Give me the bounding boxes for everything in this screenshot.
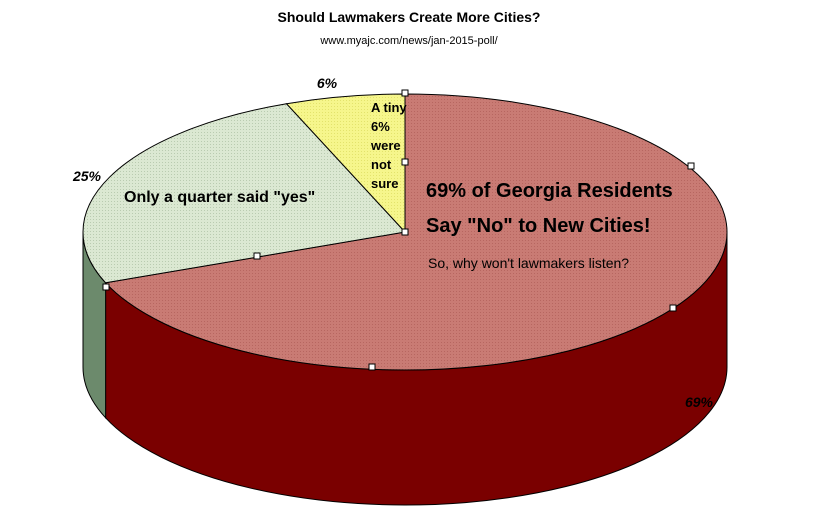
yes-note: Only a quarter said "yes" [124, 189, 315, 206]
unsure-line-2: 6% [371, 119, 390, 134]
unsure-line-5: sure [371, 176, 398, 191]
unsure-line-1: A tiny [371, 100, 407, 115]
unsure-line-4: not [371, 157, 392, 172]
unsure-line-3: were [370, 138, 401, 153]
label-no-percent: 69% [685, 394, 714, 410]
pie-slice-yes [82, 103, 406, 284]
chart-subtitle: www.myajc.com/news/jan-2015-poll/ [319, 35, 498, 47]
selection-handles [102, 89, 695, 371]
label-yes-percent: 25% [72, 168, 102, 184]
headline-line-2: Say "No" to New Cities! [426, 215, 651, 237]
headline-line-1: 69% of Georgia Residents [426, 180, 673, 202]
unsure-note: A tiny 6% were not sure [370, 100, 407, 191]
label-unsure-percent: 6% [317, 75, 338, 91]
question-text: So, why won't lawmakers listen? [428, 255, 629, 271]
chart-title: Should Lawmakers Create More Cities? [278, 9, 541, 25]
